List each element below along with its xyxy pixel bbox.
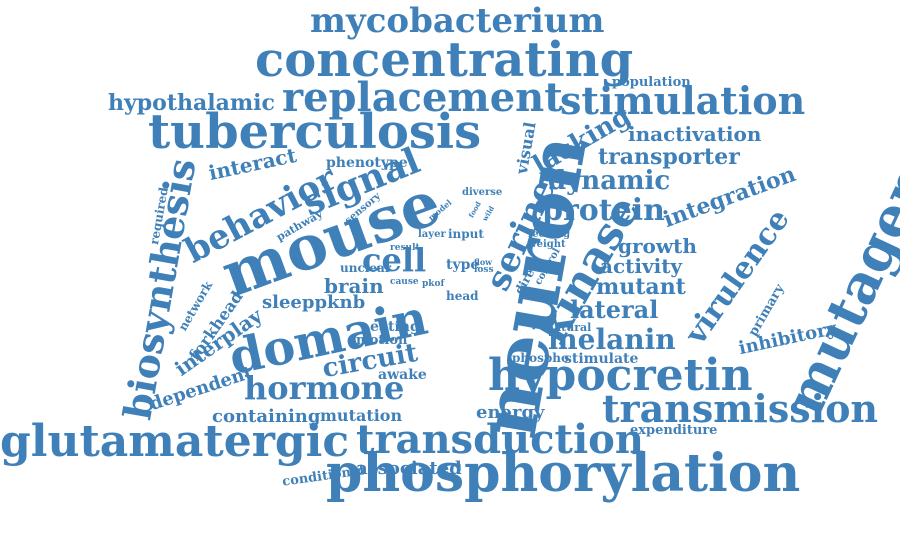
word-stimulate: stimulate: [564, 351, 639, 367]
word-protein: protein: [542, 193, 665, 228]
word-cause: cause: [390, 277, 419, 287]
word-stimulation: stimulation: [560, 78, 806, 123]
word-cell: cell: [362, 241, 427, 279]
word-transduction: transduction: [356, 416, 644, 463]
word-type: type: [446, 257, 480, 273]
word-phospho: phospho: [512, 351, 569, 365]
word-concentrating: concentrating: [255, 32, 634, 88]
word-mycobacterium: mycobacterium: [310, 1, 605, 41]
word-pkof: pkof: [422, 279, 445, 289]
word-sleeppknb: sleeppknb: [262, 292, 366, 313]
word-weight: weight: [528, 239, 566, 250]
word-unclear: unclear: [340, 261, 392, 275]
word-hormone: hormone: [244, 369, 405, 407]
word-activity: activity: [600, 254, 683, 278]
word-phosphorylation: phosphorylation: [326, 443, 801, 504]
word-glutamatergic: glutamatergic: [0, 416, 350, 467]
word-transmission: transmission: [602, 386, 879, 431]
word-containing: containing: [212, 406, 321, 427]
word-population: population: [612, 75, 691, 90]
word-growth: growth: [618, 234, 697, 258]
word-flow: flow: [474, 257, 493, 267]
word-associated: associated: [356, 458, 462, 479]
word-feeding: feeding: [528, 229, 571, 240]
word-tuberculosis: tuberculosis: [148, 104, 482, 160]
word-virulence: virulence: [678, 202, 797, 351]
word-inactivation: inactivation: [628, 122, 762, 146]
word-melanin: melanin: [548, 323, 676, 356]
word-head: head: [446, 289, 479, 303]
word-result: result: [390, 243, 420, 253]
word-wild: wild: [480, 204, 497, 223]
word-dynamic: dynamic: [548, 166, 671, 196]
word-loss: loss: [474, 265, 494, 275]
word-energy: energy: [476, 402, 545, 423]
word-expenditure: expenditure: [630, 423, 718, 438]
word-food: food: [466, 199, 483, 220]
word-awake: awake: [378, 367, 427, 383]
word-diverse: diverse: [462, 187, 503, 198]
word-hypothalamic: hypothalamic: [108, 90, 275, 116]
word-transporter: transporter: [598, 144, 740, 170]
word-lateral: lateral: [570, 295, 659, 324]
word-input: input: [448, 227, 484, 241]
word-natural: natural: [546, 321, 592, 334]
word-layer: layer: [418, 229, 446, 240]
word-phenotype: phenotype: [326, 155, 408, 171]
word-mutation: mutation: [320, 406, 403, 425]
word-replacement: replacement: [282, 74, 563, 121]
word-hypocretin: hypocretin: [488, 350, 753, 401]
word-mutant: mutant: [596, 274, 686, 300]
word-motion: motion: [356, 333, 408, 348]
word-eating: eating: [370, 319, 420, 335]
word-brain: brain: [324, 274, 384, 298]
